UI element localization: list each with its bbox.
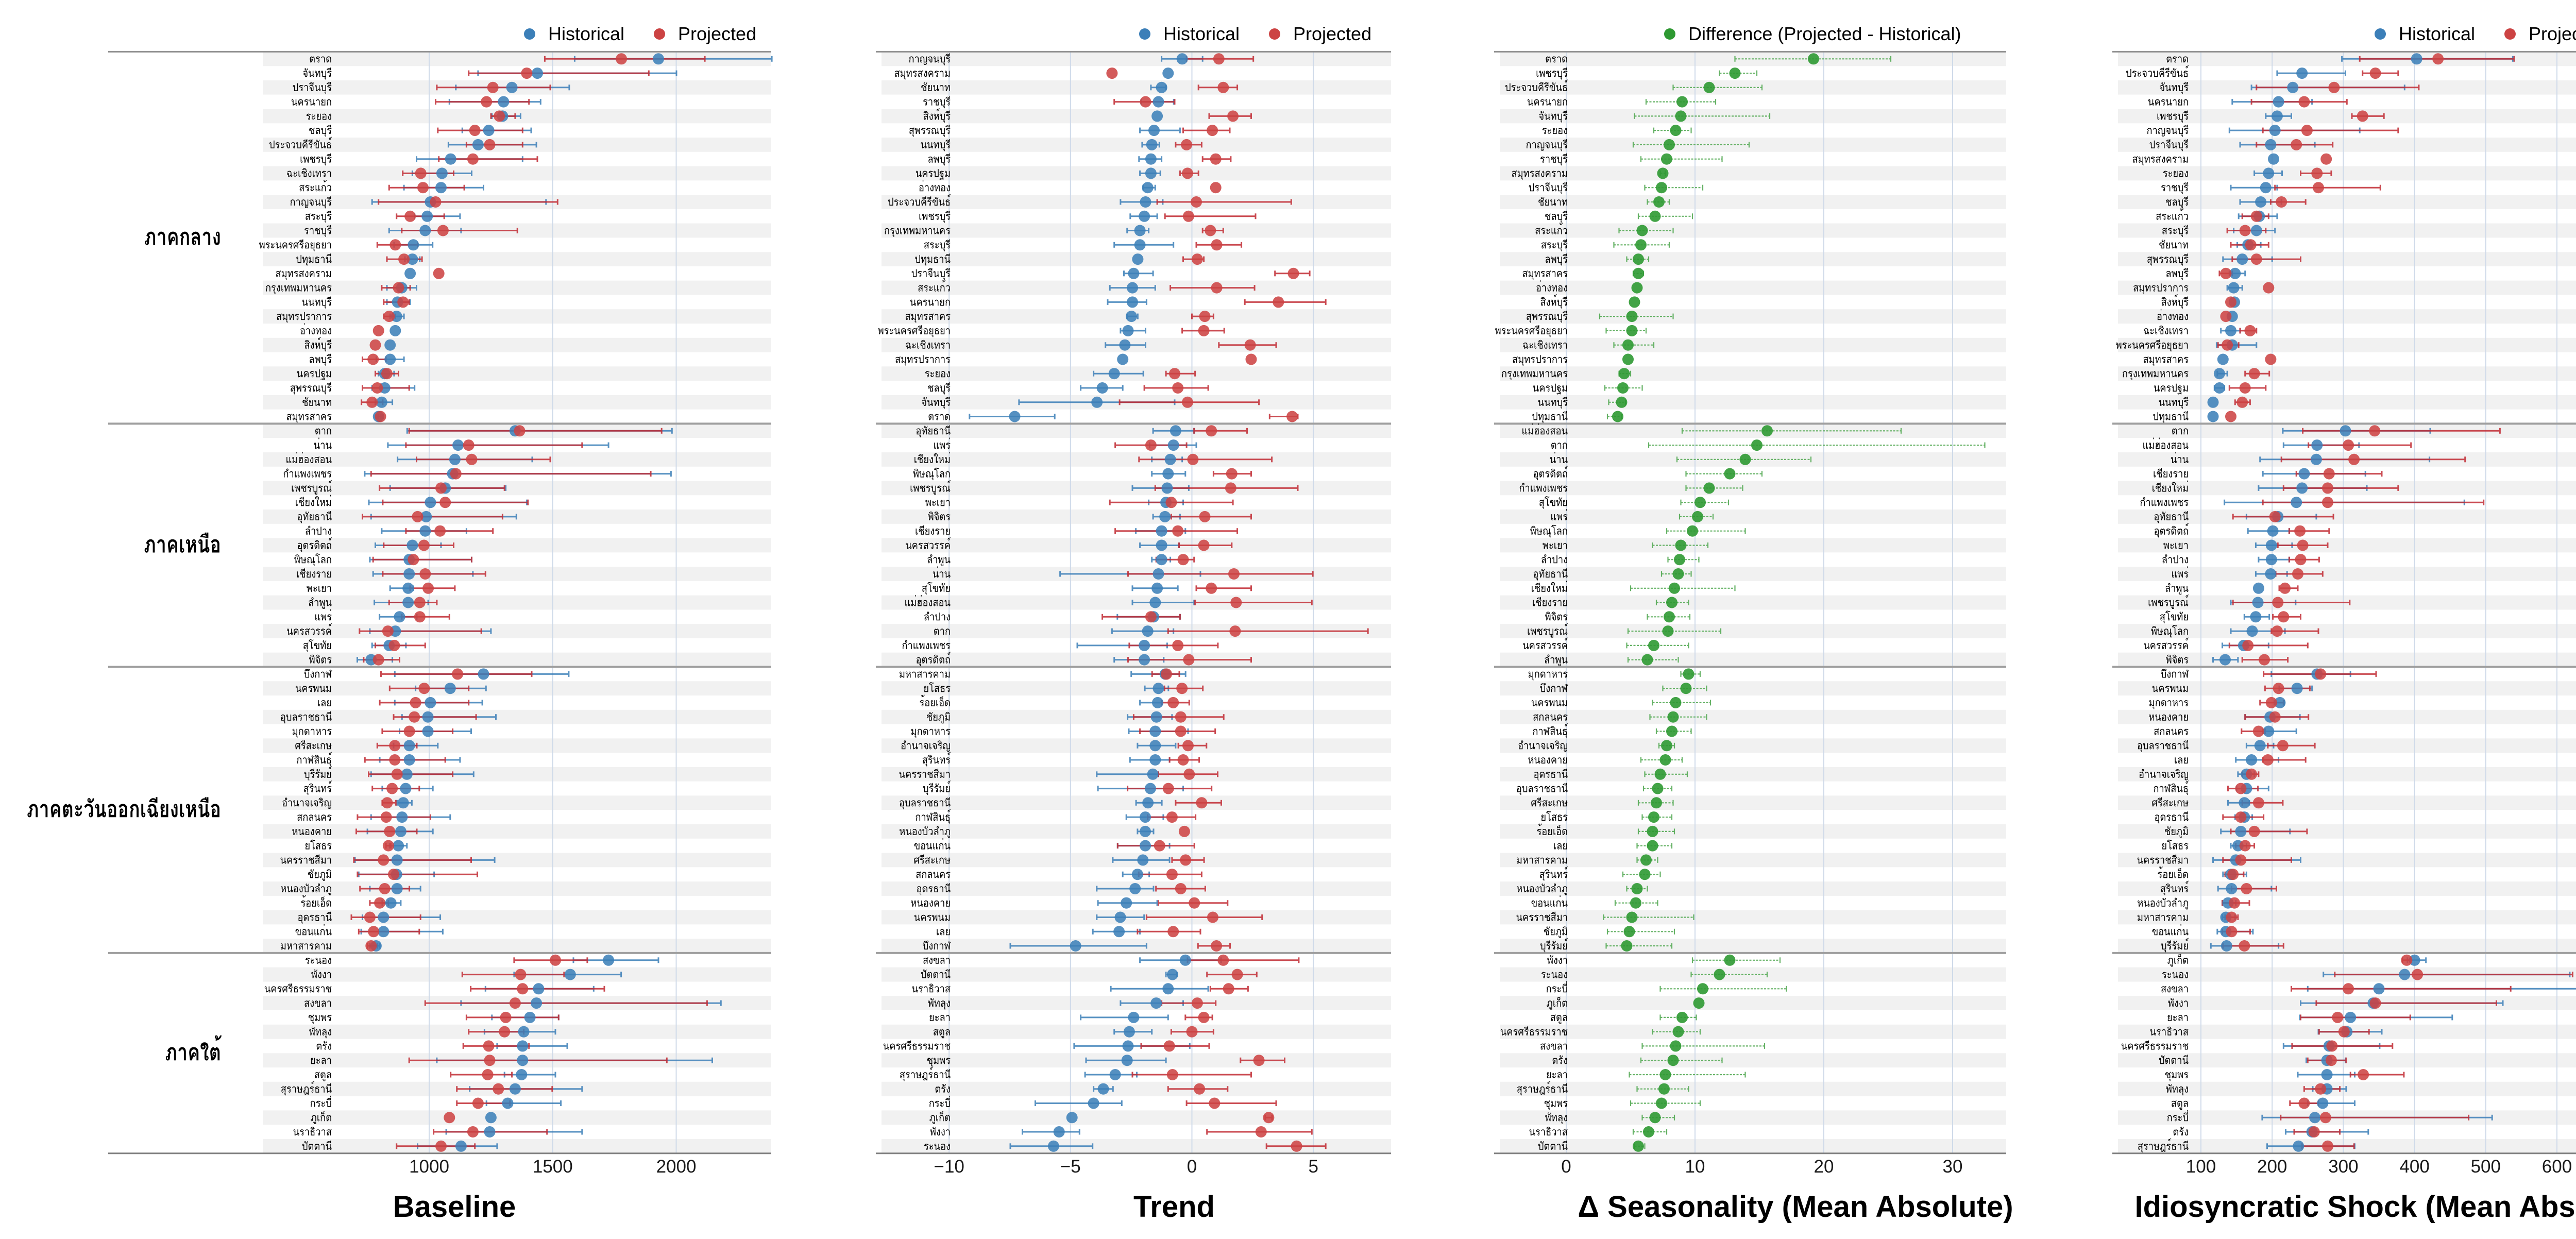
svg-text:Idiosyncratic Shock (Mean Abso: Idiosyncratic Shock (Mean Absolute): [2134, 1190, 2576, 1224]
svg-text:100: 100: [2186, 1157, 2216, 1177]
svg-text:Projected: Projected: [678, 23, 756, 44]
svg-text:600: 600: [2542, 1157, 2572, 1177]
svg-text:−5: −5: [1060, 1157, 1081, 1177]
svg-text:10: 10: [1685, 1157, 1705, 1177]
svg-text:Historical: Historical: [2399, 23, 2475, 44]
svg-text:500: 500: [2471, 1157, 2501, 1177]
svg-text:300: 300: [2328, 1157, 2358, 1177]
svg-text:0: 0: [1561, 1157, 1571, 1177]
svg-text:Projected: Projected: [1293, 23, 1371, 44]
svg-text:400: 400: [2399, 1157, 2429, 1177]
svg-text:Δ Seasonality (Mean Absolute): Δ Seasonality (Mean Absolute): [1578, 1190, 2013, 1224]
svg-text:1500: 1500: [533, 1157, 573, 1177]
svg-text:Difference (Projected - Histor: Difference (Projected - Historical): [1688, 23, 1961, 44]
svg-text:Historical: Historical: [548, 23, 624, 44]
svg-text:5: 5: [1308, 1157, 1318, 1177]
svg-text:1000: 1000: [409, 1157, 449, 1177]
svg-text:30: 30: [1943, 1157, 1963, 1177]
svg-text:20: 20: [1814, 1157, 1834, 1177]
svg-text:−10: −10: [934, 1157, 964, 1177]
svg-text:Historical: Historical: [1163, 23, 1240, 44]
svg-text:2000: 2000: [656, 1157, 697, 1177]
svg-text:Baseline: Baseline: [393, 1190, 516, 1224]
svg-text:200: 200: [2257, 1157, 2287, 1177]
svg-text:Projected: Projected: [2529, 23, 2576, 44]
svg-text:0: 0: [1187, 1157, 1197, 1177]
svg-text:Trend: Trend: [1133, 1190, 1215, 1224]
